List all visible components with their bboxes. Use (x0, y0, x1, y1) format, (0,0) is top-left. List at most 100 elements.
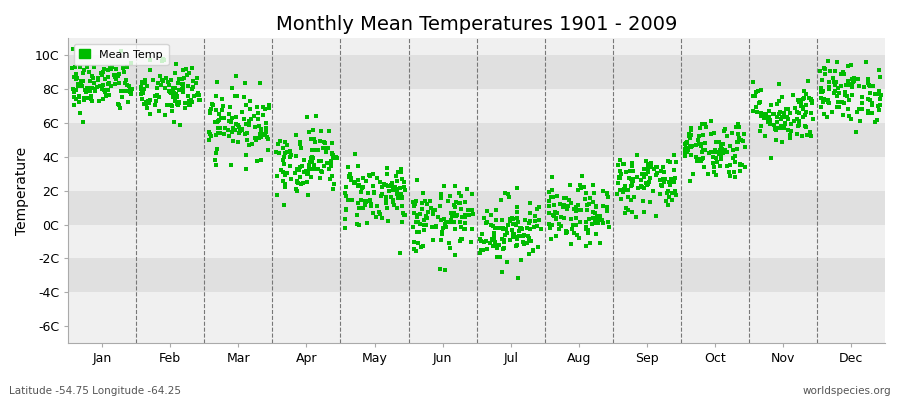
Point (379, 200, 393, 206)
Point (547, 209, 562, 216)
Point (599, 207, 614, 213)
Point (454, 236, 468, 242)
Point (592, 213, 607, 219)
Point (176, 81, 190, 87)
Point (158, 111, 172, 118)
Point (653, 167, 668, 174)
Point (134, 84, 148, 90)
Point (787, 117, 801, 124)
Point (188, 80, 202, 86)
Point (580, 228, 595, 235)
Point (767, 111, 781, 118)
Point (789, 131, 804, 137)
Legend: Mean Temp: Mean Temp (74, 44, 168, 65)
Point (253, 80, 267, 86)
Point (569, 222, 583, 228)
Point (438, 221, 453, 228)
Point (500, 230, 515, 236)
Point (466, 211, 481, 217)
Point (678, 141, 692, 148)
Point (173, 76, 187, 83)
Point (710, 159, 724, 165)
Point (733, 162, 747, 168)
Point (76, 78, 90, 84)
Point (634, 184, 649, 190)
Point (596, 203, 610, 209)
Point (581, 201, 596, 207)
Point (165, 103, 179, 109)
Point (182, 70, 196, 76)
Point (531, 204, 545, 210)
Point (208, 119, 222, 126)
Point (752, 100, 766, 106)
Point (152, 108, 166, 114)
Point (697, 163, 711, 170)
Point (82, 95, 96, 102)
Point (614, 196, 628, 202)
Point (852, 118, 867, 124)
Point (507, 233, 521, 240)
Point (209, 162, 223, 168)
Point (814, 86, 828, 93)
Point (161, 79, 176, 85)
Point (613, 173, 627, 180)
Point (338, 189, 353, 196)
Point (699, 124, 714, 130)
Point (545, 186, 560, 193)
Point (796, 96, 810, 102)
Point (244, 116, 258, 122)
Point (279, 170, 293, 176)
Point (825, 108, 840, 115)
Point (118, 80, 132, 86)
Point (351, 182, 365, 189)
Point (82, 68, 96, 75)
Point (314, 127, 328, 134)
Point (804, 133, 818, 139)
Point (474, 231, 489, 237)
Point (814, 89, 828, 95)
Point (789, 109, 804, 116)
Point (501, 190, 516, 197)
Point (845, 92, 859, 98)
Point (68, 88, 82, 95)
Point (623, 167, 637, 174)
Point (567, 230, 581, 236)
Point (358, 199, 373, 205)
Point (135, 80, 149, 87)
Point (223, 119, 238, 126)
Point (590, 216, 604, 223)
Point (547, 213, 562, 219)
Point (759, 111, 773, 118)
Point (410, 214, 424, 220)
Point (213, 115, 228, 122)
Point (778, 121, 792, 128)
Point (728, 174, 742, 180)
Point (385, 187, 400, 194)
Point (667, 167, 681, 174)
Point (641, 180, 655, 187)
Point (417, 222, 431, 228)
Point (166, 94, 180, 100)
Point (434, 217, 448, 223)
Point (714, 155, 728, 162)
Point (209, 93, 223, 99)
Point (411, 240, 426, 246)
Point (828, 88, 842, 94)
Point (434, 237, 448, 243)
Point (866, 83, 880, 89)
Point (391, 195, 405, 201)
Point (84, 94, 98, 101)
Point (560, 229, 574, 235)
Point (269, 149, 284, 155)
Point (416, 190, 430, 197)
Point (275, 178, 290, 184)
Point (779, 114, 794, 121)
Point (418, 222, 433, 228)
Point (718, 126, 733, 132)
Point (682, 131, 697, 137)
Point (580, 202, 594, 208)
Point (842, 80, 857, 87)
Point (816, 88, 831, 94)
Point (203, 105, 218, 112)
Point (653, 177, 668, 184)
